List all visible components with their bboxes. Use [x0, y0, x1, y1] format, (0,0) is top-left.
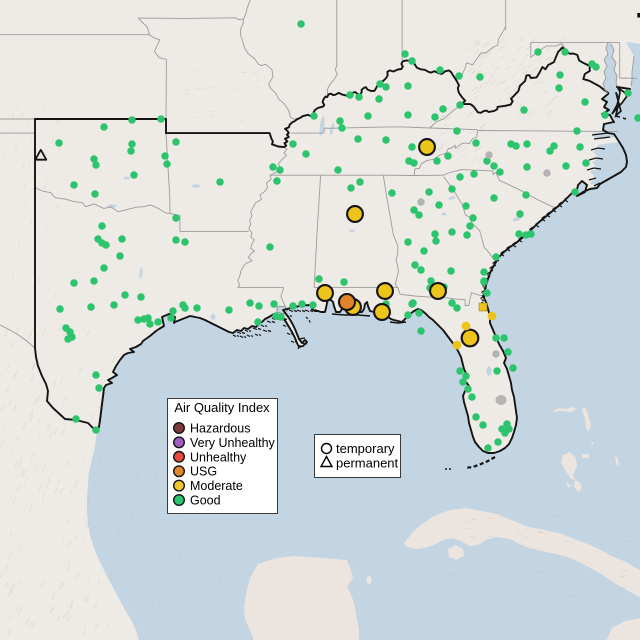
- svg-text:Hazardous: Hazardous: [190, 422, 250, 436]
- svg-text:Good: Good: [190, 494, 221, 508]
- svg-text:Air Quality Index: Air Quality Index: [174, 400, 270, 415]
- svg-text:temporary: temporary: [336, 441, 395, 456]
- svg-text:permanent: permanent: [336, 456, 399, 471]
- svg-text:Very Unhealthy: Very Unhealthy: [190, 436, 276, 450]
- svg-text:USG: USG: [190, 465, 217, 479]
- svg-text:Unhealthy: Unhealthy: [190, 450, 247, 464]
- svg-text:Moderate: Moderate: [190, 479, 243, 493]
